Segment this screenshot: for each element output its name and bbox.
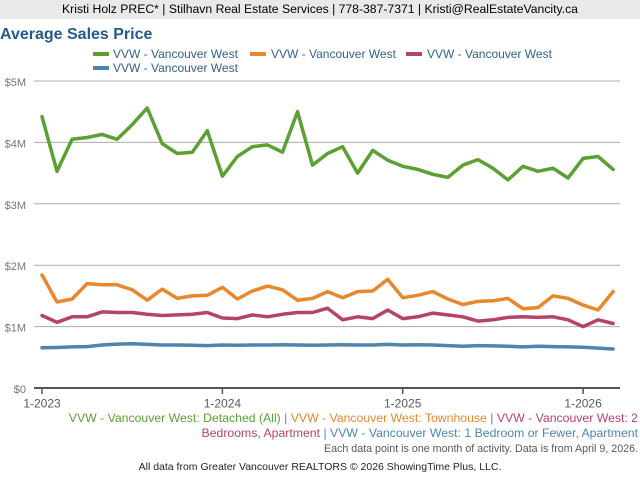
svg-text:1-2023: 1-2023	[23, 397, 61, 411]
svg-text:$0: $0	[14, 384, 26, 396]
svg-text:$1M: $1M	[5, 323, 26, 335]
svg-text:1-2026: 1-2026	[564, 397, 602, 411]
svg-text:$5M: $5M	[5, 77, 26, 89]
svg-text:$2M: $2M	[5, 261, 26, 273]
svg-text:1-2025: 1-2025	[384, 397, 422, 411]
svg-text:$3M: $3M	[5, 200, 26, 212]
svg-text:$4M: $4M	[5, 138, 26, 150]
svg-text:1-2024: 1-2024	[204, 397, 242, 411]
